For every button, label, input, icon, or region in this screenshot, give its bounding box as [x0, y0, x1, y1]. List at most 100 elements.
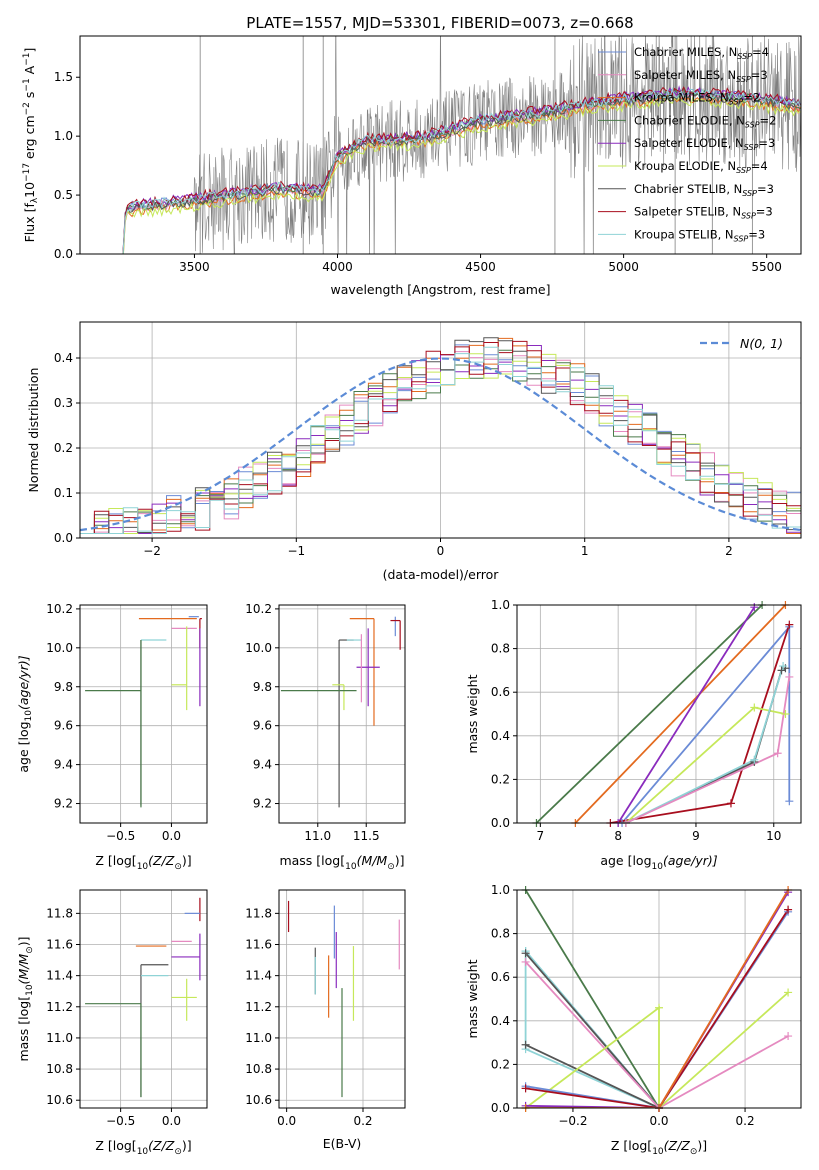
legend-text: Chabrier ELODIE, N — [634, 113, 745, 127]
legend-text: =2 — [760, 113, 777, 127]
y-tick-label: 0.0 — [54, 247, 73, 261]
label-part: (age/yr)] — [663, 853, 718, 868]
legend-text: Kroupa STELIB, N — [634, 227, 734, 241]
legend-text: Salpeter ELODIE, N — [634, 136, 744, 150]
x-tick-label: 8 — [614, 829, 622, 843]
label-part: (Z/Z — [148, 853, 175, 868]
label-part: (age/yr)] — [16, 655, 31, 710]
y-tick-label: 1.0 — [54, 129, 73, 143]
weight-line-chabrier_stelib — [524, 952, 660, 1108]
legend-label-chabrier_miles: Chabrier MILES, NSSP=4 — [634, 45, 769, 61]
histogram-kroupa_elodie — [80, 353, 801, 534]
y-tick-label: 10.6 — [46, 1093, 73, 1107]
y-tick-label: 11.2 — [245, 1000, 272, 1014]
legend-subscript: SSP — [736, 166, 751, 175]
age_vs_mass-plot-area — [280, 616, 401, 808]
label-part: )] — [395, 853, 405, 868]
legend-text: Salpeter STELIB, N — [634, 205, 741, 219]
y-axis-label: mass [log[10(M/M⊙)] — [16, 936, 35, 1061]
label-part: age [log — [16, 721, 31, 772]
age_vs_Z-axes: −0.5 0.0 9.2 9.4 9.6 9.8 10.0 10.2 — [46, 602, 207, 843]
weight-marker-salpeter_stelib — [785, 620, 794, 629]
y-tick-label: 9.6 — [253, 719, 272, 733]
legend-subscript: SSP — [744, 143, 759, 152]
y-tick-label: 0.0 — [491, 1101, 510, 1115]
label-part: A — [22, 65, 37, 78]
weight-line-chabrier_elodie — [524, 890, 660, 1108]
axes-border — [278, 604, 406, 824]
spectrum-legend: Chabrier MILES, NSSP=4 Salpeter MILES, N S… — [598, 45, 776, 243]
label-subscript: ⊙ — [387, 862, 395, 872]
legend-label-kroupa_stelib: Kroupa STELIB, NSSP=3 — [634, 227, 765, 243]
y-tick-label: 1.5 — [54, 70, 73, 84]
x-tick-label: 0.2 — [353, 1114, 372, 1128]
axes-border — [79, 35, 802, 255]
label-subscript: 10 — [345, 862, 357, 872]
y-tick-label: 10.6 — [245, 1093, 272, 1107]
weight-line-kroupa_miles — [574, 605, 787, 823]
legend-label-kroupa_miles: Kroupa MILES, NSSP=2 — [634, 91, 760, 107]
weight-line-salpeter_miles — [524, 961, 789, 1108]
label-part: (Z/Z — [148, 1138, 175, 1153]
legend-text: Salpeter MILES, N — [634, 68, 736, 82]
model-spectrum-kroupa_miles — [122, 94, 801, 254]
y-tick-label: 1.0 — [491, 883, 510, 897]
axes-border — [79, 604, 208, 824]
residuals-plot-area — [80, 337, 801, 534]
legend-text: =2 — [743, 91, 760, 105]
age_vs_Z-plot-area — [85, 616, 202, 808]
label-part: )] — [697, 1138, 707, 1153]
axes-border — [79, 321, 802, 539]
x-tick-label: −1 — [287, 544, 305, 558]
weight-line-salpeter_stelib — [525, 909, 789, 1108]
label-part: ] — [22, 48, 37, 53]
label-part: Z [log[ — [95, 1138, 136, 1153]
x-tick-label: 4000 — [322, 260, 353, 274]
label-part: mass [log[ — [279, 853, 345, 868]
y-tick-label: 0.0 — [491, 816, 510, 830]
weight-marker-kroupa_elodie — [781, 710, 790, 718]
weight-marker-chabrier_miles — [785, 797, 794, 806]
mass_vs_ebv-plot-area — [287, 900, 400, 1098]
weight-marker-chabrier_stelib — [521, 1040, 530, 1049]
weight_vs_Z-axes: −0.2 0.0 0.2 0.0 0.2 0.4 0.6 0.8 1.0 — [491, 883, 801, 1128]
y-tick-label: 11.4 — [245, 969, 272, 983]
weight_vs_age-axes: 7 8 9 10 0.0 0.2 0.4 0.6 0.8 1.0 — [491, 598, 801, 843]
x-tick-label: 0 — [437, 544, 445, 558]
y-axis-label: mass weight — [465, 674, 480, 753]
weight_vs_age-plot-area — [535, 605, 791, 823]
x-tick-label: 0.0 — [162, 1114, 181, 1128]
label-subscript: ⊙ — [690, 1147, 698, 1157]
legend-label-salpeter_stelib: Salpeter STELIB, NSSP=3 — [634, 205, 773, 221]
y-axis-label: Normed distribution — [26, 368, 41, 493]
x-tick-label: 3500 — [179, 260, 210, 274]
y-tick-label: 9.2 — [54, 797, 73, 811]
weight-line-kroupa_miles — [525, 890, 789, 1108]
label-part: (M/M — [16, 954, 31, 985]
weight-marker-salpeter_stelib — [726, 799, 735, 808]
y-tick-label: 9.8 — [253, 680, 272, 694]
axes-border — [516, 889, 802, 1109]
model-spectrum-kroupa_elodie — [122, 95, 801, 254]
weight-marker-kroupa_elodie — [784, 988, 793, 997]
x-tick-label: −2 — [143, 544, 161, 558]
label-subscript: ⊙ — [174, 862, 182, 872]
label-subscript: 10 — [652, 862, 664, 872]
histogram-salpeter_stelib — [80, 340, 801, 534]
weight-marker-salpeter_miles — [521, 957, 530, 966]
label-part: )] — [182, 853, 192, 868]
y-tick-label: 9.4 — [54, 758, 73, 772]
x-tick-label: 11.5 — [353, 829, 380, 843]
y-tick-label: 10.2 — [46, 602, 73, 616]
y-tick-label: 0.4 — [491, 1014, 510, 1028]
legend-label-salpeter_elodie: Salpeter ELODIE, NSSP=3 — [634, 136, 775, 152]
legend-text: Kroupa ELODIE, N — [634, 159, 736, 173]
x-axis-label: mass [log[10(M/M⊙)] — [279, 853, 404, 872]
mass_vs_Z-plot-area — [85, 897, 201, 1098]
legend-text: =3 — [757, 182, 774, 196]
y-tick-label: 11.4 — [46, 969, 73, 983]
x-tick-label: 2 — [725, 544, 733, 558]
gaussian-reference-curve — [80, 357, 801, 532]
label-subscript: 10 — [137, 1147, 149, 1157]
label-superscript: −1 — [22, 53, 32, 66]
